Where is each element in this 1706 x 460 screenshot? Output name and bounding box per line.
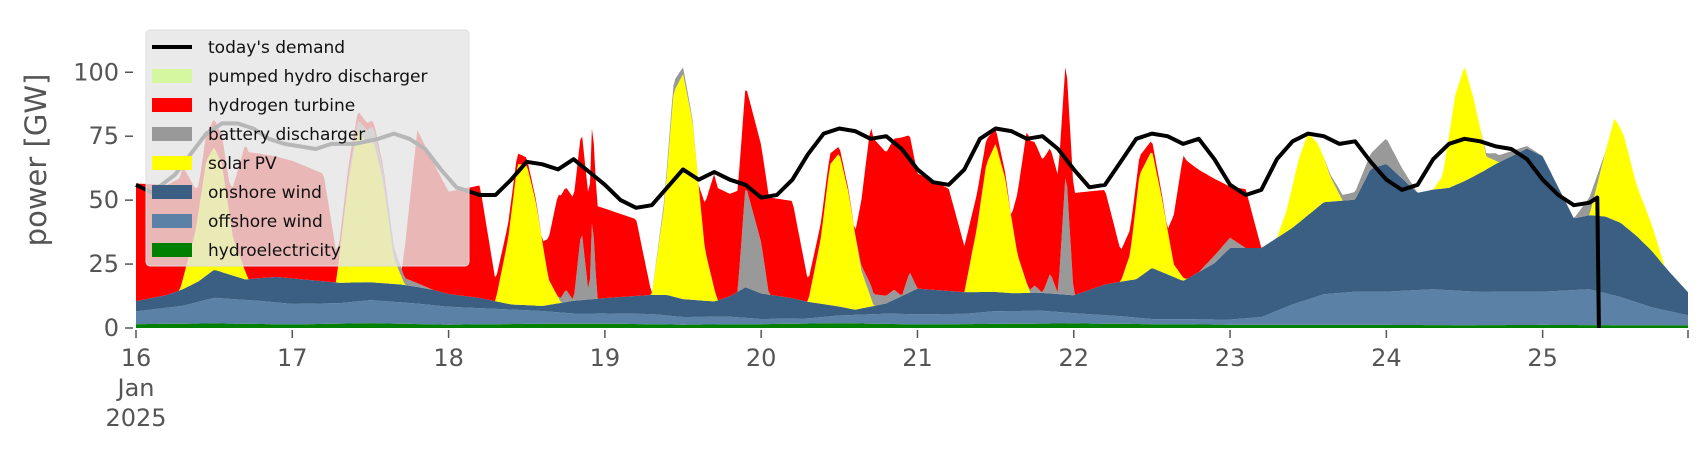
y-tick-label: 75 (88, 122, 119, 150)
legend-swatch (152, 98, 192, 112)
area-solar-pv (136, 67, 1688, 310)
y-axis-title: power [GW] (19, 74, 53, 247)
legend-label: hydroelectricity (208, 241, 341, 261)
legend-label: onshore wind (208, 183, 322, 203)
x-tick-label: 21 (902, 344, 933, 372)
legend-swatch (152, 185, 192, 199)
x-tick-label: 24 (1371, 344, 1402, 372)
legend-label: solar PV (208, 154, 277, 174)
area-hydroelectricity (136, 323, 1688, 328)
x-tick-label: 16 (121, 344, 152, 372)
legend-label: battery discharger (208, 125, 365, 145)
legend-label: pumped hydro discharger (208, 67, 427, 87)
x-tick-label: 19 (590, 344, 621, 372)
y-tick-label: 25 (88, 250, 119, 278)
x-tick-label: 23 (1215, 344, 1246, 372)
x-tick-sublabel: 2025 (105, 404, 166, 432)
area-onshore-wind (136, 148, 1688, 320)
legend: today's demand pumped hydro discharger hyd… (145, 29, 470, 267)
x-tick-label: 25 (1527, 344, 1558, 372)
x-tick-label: 22 (1058, 344, 1089, 372)
legend-swatch (152, 127, 192, 141)
legend-swatch (152, 156, 192, 170)
x-tick-label: 18 (433, 344, 464, 372)
x-tick-label: 17 (277, 344, 308, 372)
area-hydrogen-turbine (136, 67, 1688, 302)
area-layers (136, 67, 1688, 328)
legend-swatch (152, 69, 192, 83)
y-tick-label: 50 (88, 186, 119, 214)
x-tick-sublabel: Jan (116, 374, 155, 402)
legend-label: hydrogen turbine (208, 96, 355, 116)
legend-label: offshore wind (208, 212, 323, 232)
legend-swatch (152, 243, 192, 257)
area-offshore-wind (136, 289, 1688, 326)
legend-box (145, 29, 470, 267)
y-tick-label: 100 (73, 58, 119, 86)
y-axis: 0 25 50 75 100 (73, 58, 133, 342)
legend-label: today's demand (208, 38, 345, 58)
y-tick-label: 0 (104, 314, 119, 342)
legend-swatch (152, 214, 192, 228)
x-tick-label: 20 (746, 344, 777, 372)
